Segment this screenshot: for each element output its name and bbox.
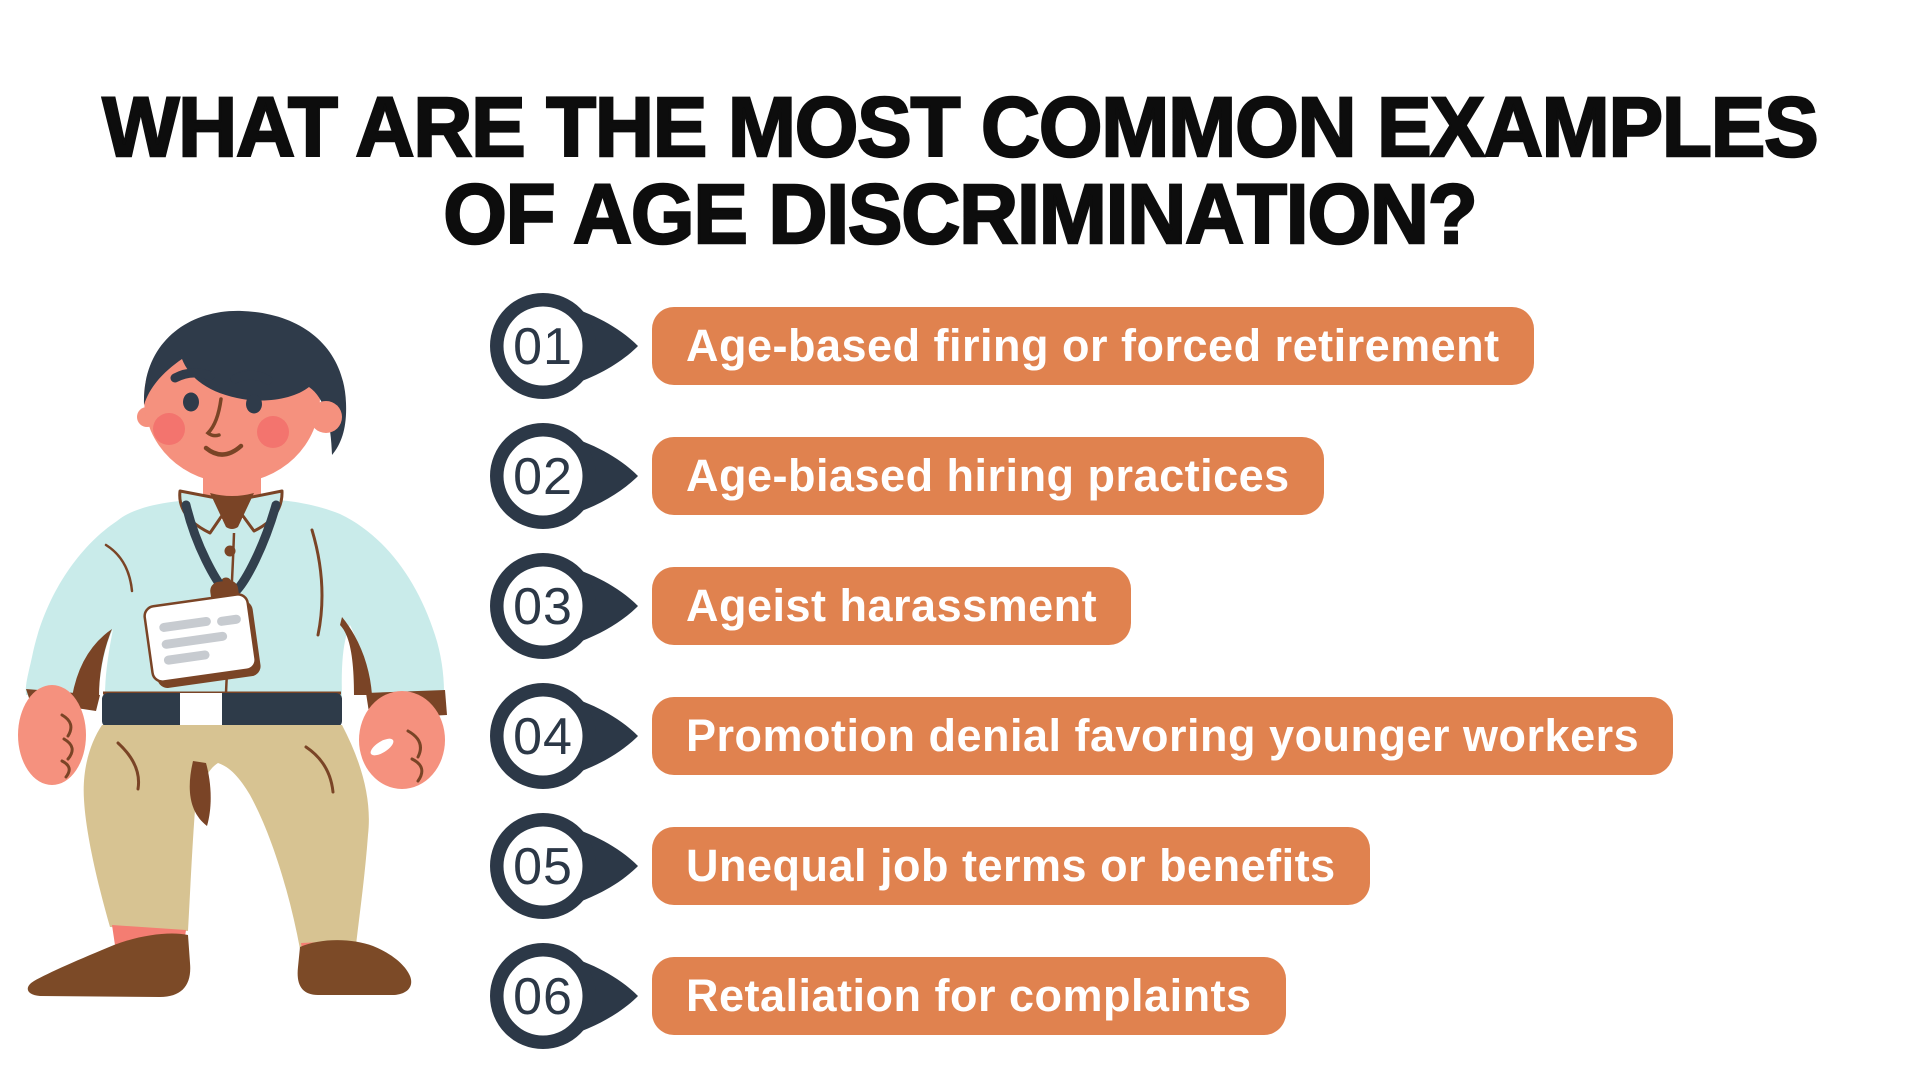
item-number: 02 xyxy=(513,448,573,506)
item-number: 04 xyxy=(513,708,573,766)
list-item: 06 Retaliation for complaints xyxy=(488,941,1673,1051)
badge-inner-circle xyxy=(503,826,583,906)
item-label-pill: Ageist harassment xyxy=(652,567,1132,645)
badge-inner-circle xyxy=(503,436,583,516)
item-label: Promotion denial favoring younger worker… xyxy=(686,710,1640,761)
hair xyxy=(143,310,347,455)
item-label: Unequal job terms or benefits xyxy=(686,840,1336,891)
item-label: Age-biased hiring practices xyxy=(686,450,1290,501)
eye-left xyxy=(183,392,199,412)
item-label: Age-based firing or forced retirement xyxy=(686,320,1500,371)
list-item: 01 Age-based firing or forced retirement xyxy=(488,291,1673,401)
blush-right xyxy=(257,416,289,448)
collar-opening xyxy=(210,493,254,529)
item-number-badge: 03 xyxy=(490,553,638,659)
item-number-badge: 01 xyxy=(490,293,638,399)
item-number: 03 xyxy=(513,578,573,636)
item-number: 01 xyxy=(513,318,573,376)
item-label-pill: Retaliation for complaints xyxy=(652,957,1286,1035)
title-line-2: OF AGE DISCRIMINATION? xyxy=(442,167,1479,262)
list-item: 04 Promotion denial favoring younger wor… xyxy=(488,681,1674,791)
badge-inner-circle xyxy=(503,306,583,386)
eyebrow-left xyxy=(170,368,215,383)
item-label-pill: Unequal job terms or benefits xyxy=(652,827,1370,905)
shirt-fold-line2 xyxy=(104,543,134,593)
right-hand xyxy=(359,691,445,789)
left-hand xyxy=(18,685,86,785)
pocket-line-left xyxy=(116,741,141,791)
eye-right xyxy=(246,394,262,414)
badge-inner-circle xyxy=(503,566,583,646)
right-shoe xyxy=(297,940,412,995)
shirt-button xyxy=(224,545,236,557)
left-hand-lines xyxy=(60,713,74,779)
item-label-pill: Age-based firing or forced retirement xyxy=(652,307,1534,385)
right-ear xyxy=(310,401,342,433)
right-hand-lines xyxy=(406,729,424,783)
shirt-fold-line xyxy=(310,528,324,637)
id-card xyxy=(143,593,261,688)
examples-list: 01 Age-based firing or forced retirement… xyxy=(488,291,1674,1051)
shirt-shadow-right xyxy=(340,617,372,695)
item-number: 05 xyxy=(513,838,573,896)
item-label: Ageist harassment xyxy=(686,580,1098,631)
shirt-shadow-left xyxy=(72,629,112,697)
item-number-badge: 05 xyxy=(490,813,638,919)
right-hand-gap xyxy=(370,738,394,756)
pants-shadow xyxy=(189,761,211,826)
item-number-badge: 02 xyxy=(490,423,638,529)
item-label-pill: Age-biased hiring practices xyxy=(652,437,1324,515)
left-shoe xyxy=(27,933,191,997)
eyebrow-right xyxy=(230,370,273,385)
list-item: 02 Age-biased hiring practices xyxy=(488,421,1673,531)
title-line-1: WHAT ARE THE MOST COMMON EXAMPLES xyxy=(101,80,1820,174)
office-worker-illustration xyxy=(18,310,447,997)
badge-inner-circle xyxy=(503,956,583,1036)
item-number-badge: 04 xyxy=(490,683,638,789)
blush-left xyxy=(153,413,185,445)
page-title: WHAT ARE THE MOST COMMON EXAMPLES OF AGE … xyxy=(29,82,1891,262)
nose xyxy=(205,397,223,438)
character-head xyxy=(137,310,347,483)
lanyard-cord xyxy=(231,500,281,596)
list-item: 03 Ageist harassment xyxy=(488,551,1673,661)
item-number: 06 xyxy=(513,968,573,1026)
item-label: Retaliation for complaints xyxy=(686,970,1252,1021)
belt-buckle xyxy=(180,693,222,727)
item-number-badge: 06 xyxy=(490,943,638,1049)
badge-inner-circle xyxy=(503,696,583,776)
list-item: 05 Unequal job terms or benefits xyxy=(488,811,1673,921)
smile xyxy=(203,443,244,457)
pocket-line-right xyxy=(304,745,335,794)
item-label-pill: Promotion denial favoring younger worker… xyxy=(652,697,1674,775)
character-pants xyxy=(83,725,369,949)
